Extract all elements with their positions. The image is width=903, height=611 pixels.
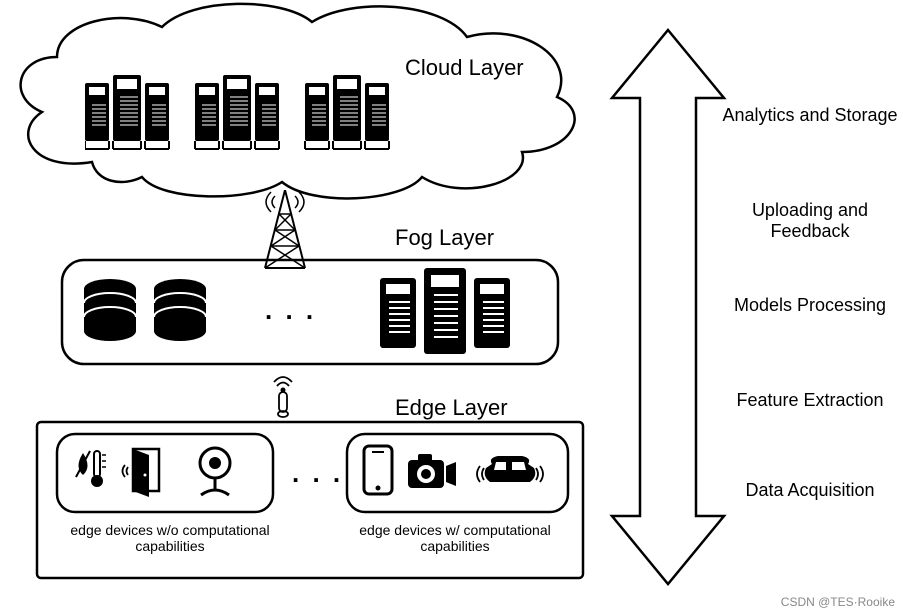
fog-layer-title: Fog Layer [395, 225, 494, 251]
smartphone-icon [364, 446, 392, 494]
camera-icon [408, 454, 456, 488]
door-sensor-icon [123, 449, 160, 497]
wifi-icon [268, 370, 298, 420]
cloud-layer-title: Cloud Layer [405, 55, 524, 81]
fog-servers [380, 268, 540, 358]
cloud-servers [85, 75, 505, 165]
arrow-label-feature: Feature Extraction [720, 390, 900, 411]
edge-left-icons [70, 445, 260, 500]
arrow-label-uploading: Uploading and Feedback [720, 200, 900, 242]
bidirectional-arrow [608, 28, 728, 586]
arrow-label-models: Models Processing [720, 295, 900, 316]
edge-wo-caption: edge devices w/o computational capabilit… [70, 522, 270, 554]
fog-ellipsis: . . . [265, 295, 316, 326]
arrow-label-data: Data Acquisition [720, 480, 900, 501]
edge-right-icons [360, 442, 560, 502]
edge-w-caption: edge devices w/ computational capabiliti… [355, 522, 555, 554]
fog-disks [80, 275, 220, 345]
humidity-thermo-icon [76, 451, 106, 487]
edge-layer-title: Edge Layer [395, 395, 508, 421]
arrow-label-analytics: Analytics and Storage [720, 105, 900, 126]
connected-car-icon [477, 456, 543, 482]
webcam-icon [200, 448, 230, 495]
edge-ellipsis: . . . [292, 458, 343, 489]
watermark: CSDN @TES·Rooike [781, 595, 895, 609]
